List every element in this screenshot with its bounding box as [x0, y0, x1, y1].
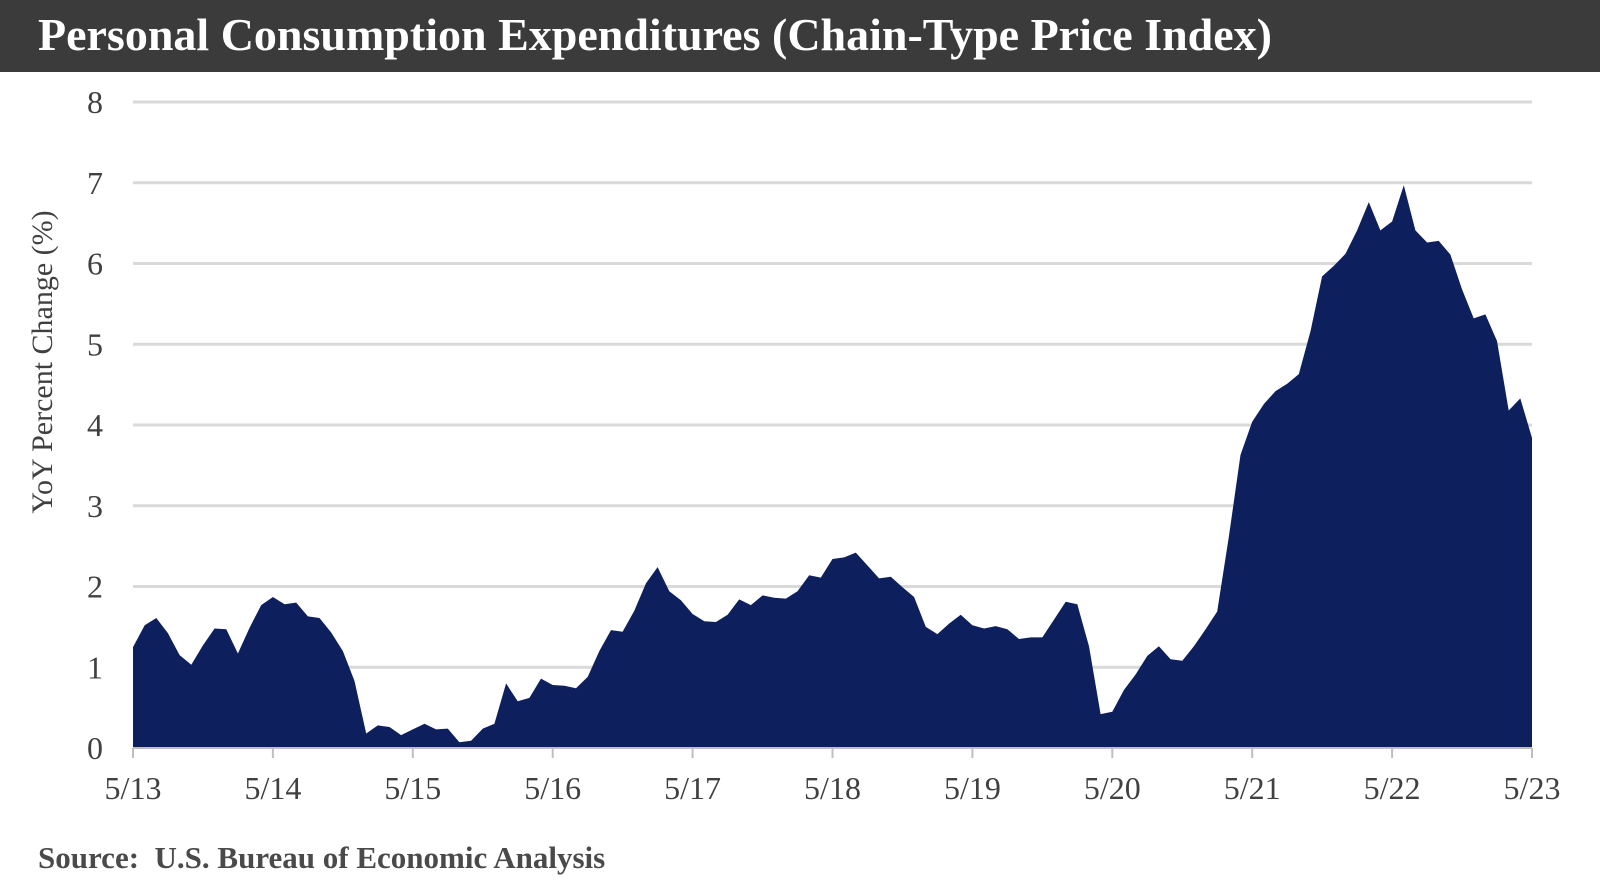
x-tick-label: 5/18	[804, 770, 861, 806]
x-tick-label: 5/17	[664, 770, 721, 806]
x-tick-label: 5/22	[1364, 770, 1421, 806]
y-tick-label: 2	[87, 569, 103, 605]
y-axis-label: YoY Percent Change (%)	[26, 210, 59, 513]
y-tick-label: 6	[87, 246, 103, 282]
x-tick-label: 5/20	[1084, 770, 1141, 806]
x-tick-label: 5/13	[105, 770, 162, 806]
y-tick-label: 3	[87, 488, 103, 524]
x-tick-label: 5/21	[1224, 770, 1281, 806]
grid-lines	[133, 100, 1532, 669]
y-tick-label: 7	[87, 165, 103, 201]
y-tick-label: 1	[87, 649, 103, 685]
y-tick-label: 0	[87, 730, 103, 766]
x-axis: 5/13 5/14 5/15 5/16 5/17 5/18 5/19 5/20 5/21 5/22…	[105, 747, 1561, 806]
x-tick-label: 5/16	[524, 770, 581, 806]
x-tick-label: 5/14	[244, 770, 301, 806]
x-tick-label: 5/23	[1504, 770, 1561, 806]
x-tick-label: 5/19	[944, 770, 1001, 806]
y-tick-label: 5	[87, 326, 103, 362]
pce-area-series	[133, 185, 1532, 748]
chart-canvas: 5/13 5/14 5/15 5/16 5/17 5/18 5/19 5/20 5/21 5/22…	[26, 84, 1561, 806]
x-tick-label: 5/15	[384, 770, 441, 806]
source-note: Source: U.S. Bureau of Economic Analysis	[38, 840, 606, 875]
y-axis-ticks: 0 1 2 3 4 5 6 7 8	[87, 84, 103, 766]
y-tick-label: 4	[87, 407, 103, 443]
chart-title: Personal Consumption Expenditures (Chain…	[38, 9, 1273, 60]
y-tick-label: 8	[87, 84, 103, 120]
title-bar: Personal Consumption Expenditures (Chain…	[0, 0, 1600, 72]
